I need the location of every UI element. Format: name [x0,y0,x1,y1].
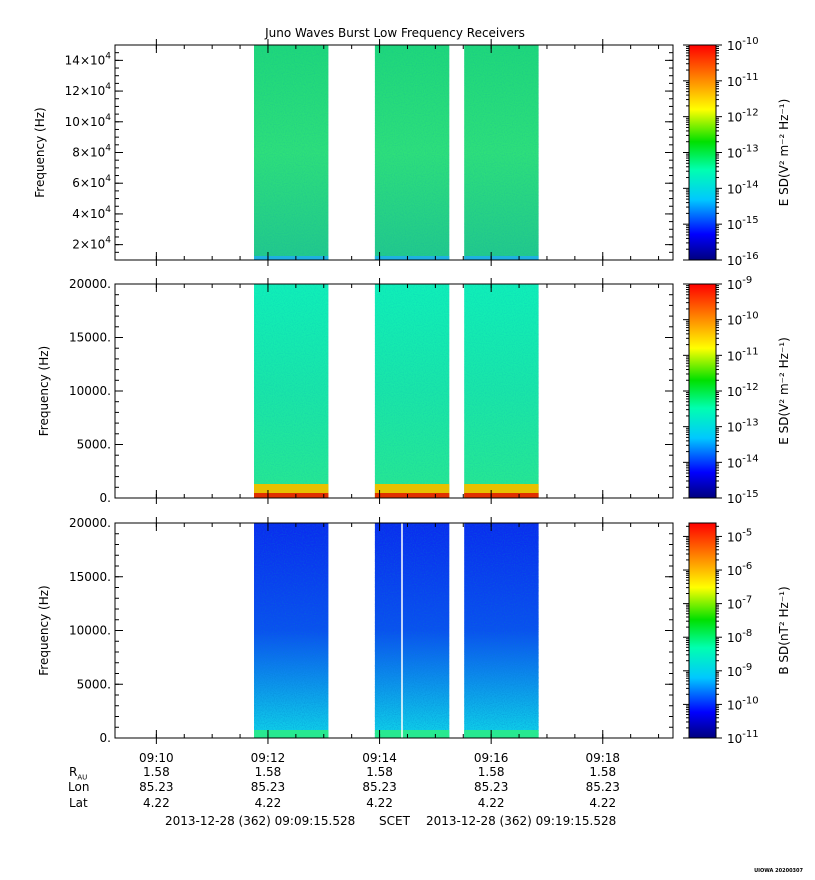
panel-3: 0. 5000. 10000. 15000. 20000. Frequency (Hz) 1… [37,516,791,746]
y-tick-label: 10000. [69,384,111,398]
y-tick-label: 14×104 [65,51,112,67]
data-block-low-band [254,730,329,738]
colorbar-label: B SD(nT² Hz⁻¹) [777,586,791,674]
chart-title: Juno Waves Burst Low Frequency Receivers [264,26,525,40]
data-block-low-band [464,256,539,260]
y-axis-label: Frequency (Hz) [37,585,51,676]
colorbar-tick-label: 10-11 [727,346,759,363]
eph-value-lon: 85.23 [139,780,174,794]
y-tick-label: 2×104 [72,236,111,252]
colorbar-tick-label: 10-6 [727,561,752,578]
data-block-low-band [464,730,539,738]
colorbar-tick-label: 10-13 [727,144,759,161]
colorbar-tick-label: 10-10 [727,36,759,53]
colorbar-label: E SD(V² m⁻² Hz⁻¹) [777,337,791,445]
eph-value-r: 1.58 [142,765,170,779]
data-block-low-band-hot [374,493,450,498]
eph-label-r: RAU [69,765,88,782]
panel-2: 0. 5000. 10000. 15000. 20000. Frequency (Hz) 1… [37,275,791,506]
credit-label: UIOWA 20200307 [754,868,803,874]
colorbar-tick-label: 10-10 [727,695,759,712]
colorbar-tick-label: 10-8 [727,628,752,645]
y-tick-label: 12×104 [65,82,112,98]
y-tick-label: 4×104 [72,205,111,221]
data-block-noise [464,45,539,260]
start-time: 2013-12-28 (362) 09:09:15.528 [165,814,356,828]
y-tick-label: 20000. [69,516,111,530]
eph-value-lon: 85.23 [250,780,286,794]
data-block-noise [374,284,450,498]
y-tick-label: 5000. [77,438,111,452]
data-block-low-band-hot [254,493,329,498]
colorbar-frame [688,522,717,739]
x-tick-label: 09:10 [139,751,174,765]
colorbar-tick-label: 10-15 [727,215,759,232]
y-tick-label: 10×104 [65,113,112,129]
eph-value-r: 1.58 [254,765,282,779]
data-block-noise [374,45,450,260]
colorbar-tick-label: 10-12 [727,108,759,125]
data-block-low-band-hot [464,493,539,498]
eph-value-r: 1.58 [366,765,393,779]
eph-label-lon: Lon [68,780,90,794]
colorbar-tick-label: 10-16 [727,251,759,268]
colorbar-tick-label: 10-15 [727,489,759,506]
y-tick-label: 15000. [69,570,111,584]
data-block-low-band [374,730,450,738]
eph-value-lat: 4.22 [477,796,505,810]
y-tick-label: 5000. [77,677,111,691]
eph-value-r: 1.58 [589,765,617,779]
colorbar-tick-label: 10-7 [727,595,752,612]
y-tick-label: 20000. [69,277,111,291]
x-tick-label: 09:12 [251,751,286,765]
colorbar-label: E SD(V² m⁻² Hz⁻¹) [777,99,791,207]
data-block-noise [254,284,329,498]
eph-value-lat: 4.22 [589,796,617,810]
data-block-noise [464,284,539,498]
y-tick-label: 15000. [69,331,111,345]
eph-value-lat: 4.22 [142,796,170,810]
colorbar-tick-label: 10-12 [727,382,759,399]
x-tick-label: 09:14 [362,751,397,765]
y-axis-label: Frequency (Hz) [37,346,51,437]
eph-value-r: 1.58 [477,765,505,779]
eph-value-lon: 85.23 [473,780,509,794]
colorbar-tick-label: 10-14 [727,179,759,196]
end-time: 2013-12-28 (362) 09:19:15.528 [426,814,617,828]
data-block-noise [254,45,329,260]
colorbar-tick-label: 10-5 [727,527,752,544]
panel-1: 2×104 4×104 6×104 8×104 10×104 12×104 14×104 Fr… [33,36,791,268]
eph-value-lat: 4.22 [254,796,282,810]
eph-value-lat: 4.22 [366,796,393,810]
eph-value-lon: 85.23 [362,780,397,794]
colorbar-tick-label: 10-9 [727,662,752,679]
colorbar [689,284,716,498]
y-tick-label: 0. [100,731,111,745]
colorbar-tick-label: 10-11 [727,72,759,89]
colorbar-tick-label: 10-13 [727,418,759,435]
y-tick-label: 6×104 [72,174,111,190]
data-block-low-band [254,256,329,260]
colorbar-tick-label: 10-14 [727,453,759,470]
data-block-low-band [374,256,450,260]
x-tick-label: 09:16 [474,751,509,765]
y-tick-label: 8×104 [72,144,111,160]
x-tick-label: 09:18 [585,751,620,765]
colorbar [689,523,716,738]
colorbar-tick-label: 10-9 [727,275,752,292]
eph-label-lat: Lat [69,796,88,810]
data-block-noise [464,523,539,738]
colorbar-tick-label: 10-11 [727,729,759,746]
data-block-noise [374,523,450,738]
y-tick-label: 0. [100,491,111,505]
eph-value-lon: 85.23 [585,780,620,794]
colorbar-tick-label: 10-10 [727,311,759,328]
y-tick-label: 10000. [69,624,111,638]
scet-label: SCET [379,814,410,828]
y-axis-label: Frequency (Hz) [33,107,47,198]
data-block-noise [254,523,329,738]
colorbar [689,45,716,260]
